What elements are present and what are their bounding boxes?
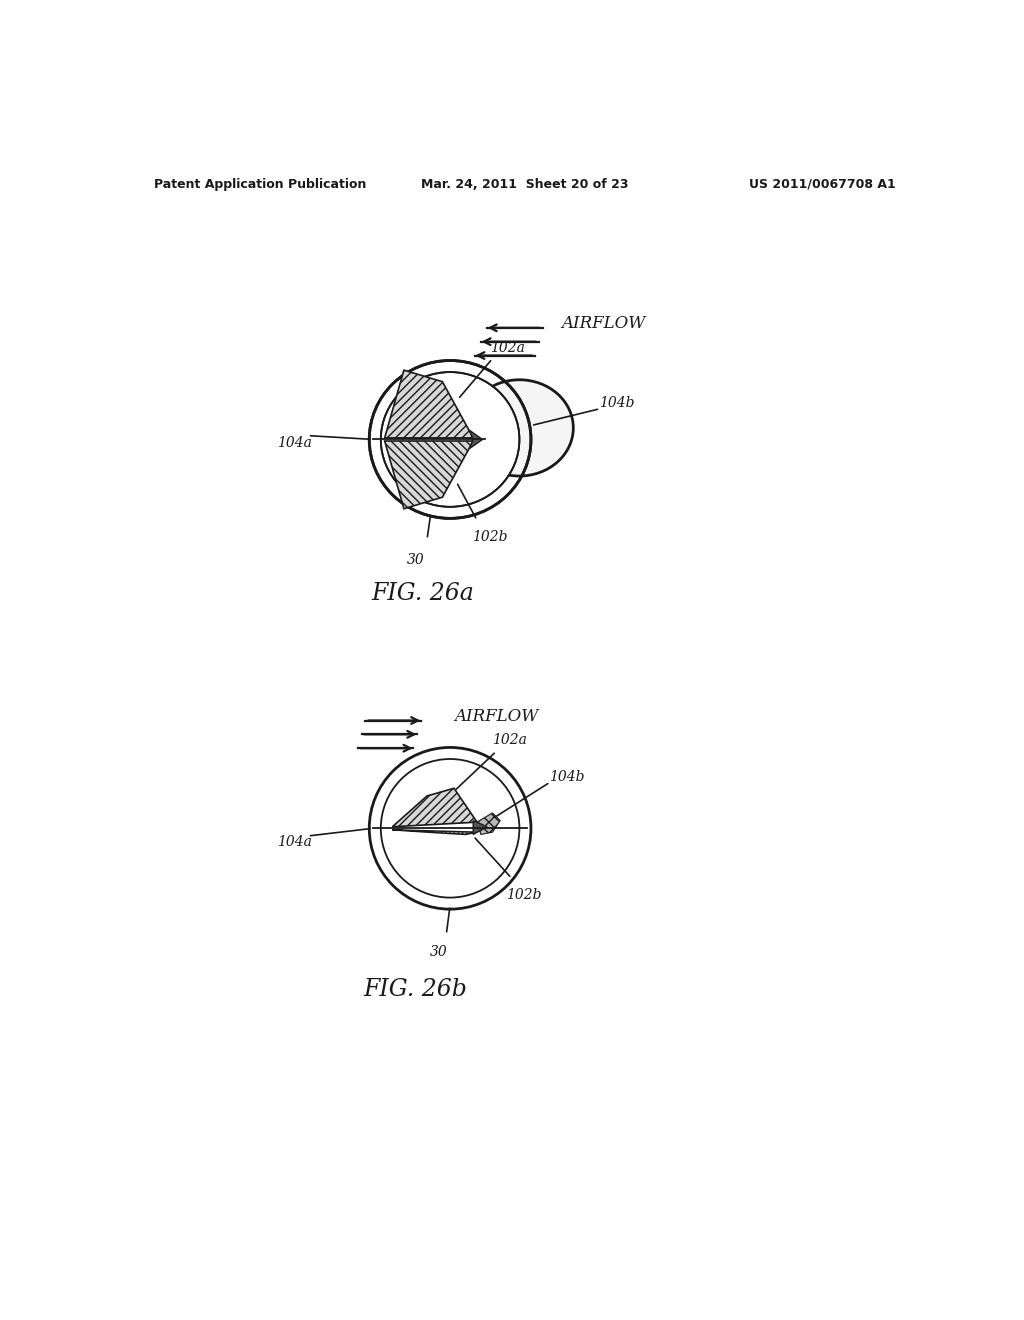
- Ellipse shape: [466, 380, 573, 477]
- Text: 102b: 102b: [472, 531, 507, 544]
- Ellipse shape: [382, 372, 518, 506]
- Text: 104b: 104b: [599, 396, 634, 411]
- Text: FIG. 26b: FIG. 26b: [364, 978, 467, 1002]
- Text: 102a: 102a: [493, 734, 527, 747]
- Text: AIRFLOW: AIRFLOW: [562, 315, 646, 333]
- Text: Patent Application Publication: Patent Application Publication: [154, 178, 366, 190]
- Polygon shape: [385, 370, 473, 438]
- Text: 102b: 102b: [506, 888, 541, 903]
- Polygon shape: [473, 821, 487, 834]
- Text: FIG. 26a: FIG. 26a: [372, 582, 474, 605]
- Text: Mar. 24, 2011  Sheet 20 of 23: Mar. 24, 2011 Sheet 20 of 23: [421, 178, 629, 190]
- Ellipse shape: [382, 760, 518, 896]
- Text: 104a: 104a: [276, 836, 311, 849]
- Text: AIRFLOW: AIRFLOW: [454, 708, 539, 725]
- Text: 102a: 102a: [490, 341, 525, 355]
- Polygon shape: [392, 830, 477, 834]
- Text: 104b: 104b: [549, 770, 584, 784]
- Text: US 2011/0067708 A1: US 2011/0067708 A1: [750, 178, 896, 190]
- Polygon shape: [477, 813, 500, 834]
- Text: 104a: 104a: [276, 437, 311, 450]
- Text: 30: 30: [407, 553, 424, 568]
- Polygon shape: [385, 441, 473, 508]
- Polygon shape: [392, 788, 477, 826]
- Text: 30: 30: [430, 945, 447, 960]
- Polygon shape: [469, 430, 482, 449]
